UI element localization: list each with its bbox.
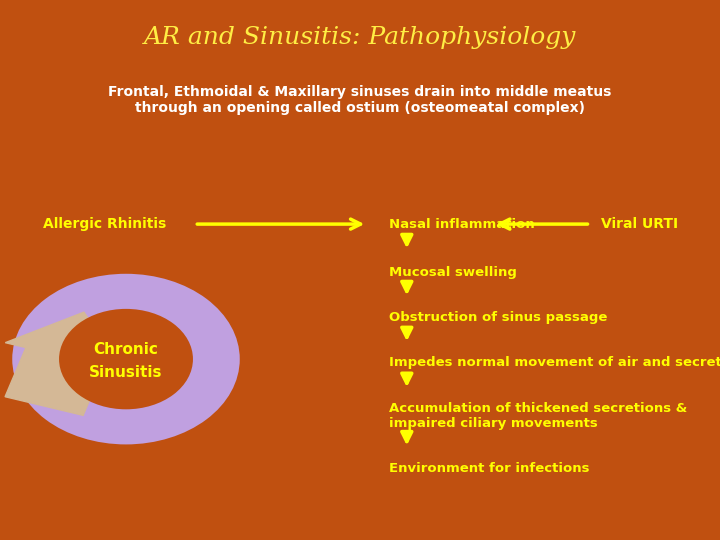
Text: Sinusitis: Sinusitis [89,365,163,380]
Text: Nasal inflammation: Nasal inflammation [389,218,534,231]
Text: Accumulation of thickened secretions &
impaired ciliary movements: Accumulation of thickened secretions & i… [389,402,687,430]
Text: Allergic Rhinitis: Allergic Rhinitis [43,217,166,231]
Circle shape [59,309,193,409]
Text: Mucosal swelling: Mucosal swelling [389,266,517,279]
FancyArrow shape [5,312,125,415]
Circle shape [12,274,240,444]
Text: Viral URTI: Viral URTI [601,217,678,231]
Text: Frontal, Ethmoidal & Maxillary sinuses drain into middle meatus
through an openi: Frontal, Ethmoidal & Maxillary sinuses d… [108,85,612,115]
Text: AR and Sinusitis: Pathophysiology: AR and Sinusitis: Pathophysiology [144,26,576,49]
Text: Impedes normal movement of air and secretions: Impedes normal movement of air and secre… [389,356,720,369]
Text: Chronic: Chronic [94,342,158,357]
Text: Obstruction of sinus passage: Obstruction of sinus passage [389,311,607,324]
Text: Environment for infections: Environment for infections [389,462,589,475]
